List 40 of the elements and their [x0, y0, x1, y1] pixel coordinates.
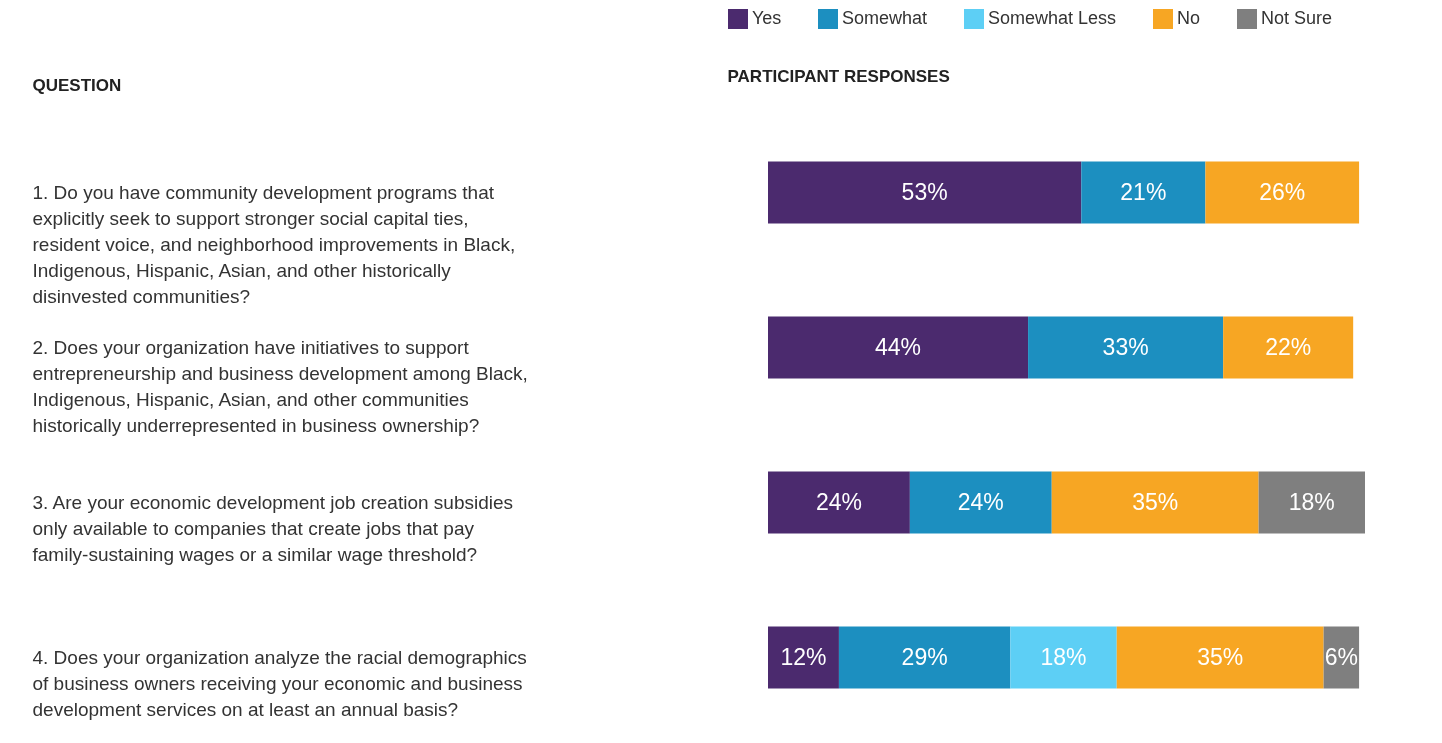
y-tick-label: 4. Does your organization analyze the racial demographics of business owners receiving your economic and business development services on at least an annual basis?: [32, 646, 527, 720]
data-label: 44%: [875, 333, 922, 360]
data-label: 21%: [1120, 178, 1167, 205]
bar: [1223, 316, 1354, 379]
x-axis-title: PARTICIPANT RESPONSES: [727, 66, 950, 86]
y-tick-label: 2. Does your organization have initiatives to support entrepreneurship and business development among Black, Indigenous, Hispanic, Asian, and other communities historically underrepresented in business ownership?: [32, 336, 528, 436]
bar: [1028, 316, 1224, 379]
bar: [909, 471, 1052, 534]
bar: [768, 161, 1082, 224]
bar: [768, 626, 839, 689]
data-label: 18%: [1288, 488, 1335, 515]
data-label: 35%: [1197, 643, 1244, 670]
bar: [838, 626, 1011, 689]
data-label: 18%: [1040, 643, 1087, 670]
legend-label: Somewhat Less: [988, 8, 1117, 28]
bar: [768, 316, 1029, 379]
bar: [1205, 161, 1360, 224]
bar: [768, 471, 910, 534]
bar: [1116, 626, 1324, 689]
y-axis-title: QUESTION: [32, 75, 122, 95]
data-label: 24%: [815, 488, 862, 515]
data-label: 22%: [1265, 333, 1312, 360]
bar: [1258, 471, 1365, 534]
data-label: 26%: [1259, 178, 1306, 205]
data-label: 53%: [901, 178, 948, 205]
bar: [1010, 626, 1117, 689]
legend-label: Somewhat: [842, 8, 928, 28]
legend-label: Not Sure: [1261, 8, 1333, 28]
y-tick-label: 3. Are your economic development job creation subsidies only available to companies that create jobs that pay family-sustaining wages or a similar wage threshold?: [32, 491, 514, 565]
bar: [1051, 471, 1259, 534]
data-label: 29%: [901, 643, 948, 670]
legend-label: No: [1177, 8, 1201, 28]
legend-label: Yes: [752, 8, 782, 28]
y-tick-label: 1. Do you have community development programs that explicitly seek to support stronger social capital ties, resident voice, and neighborhood improvements in Black, Indigenous, Hispanic, Asian, and other historically disinvested communities?: [32, 181, 516, 307]
data-label: 12%: [780, 643, 827, 670]
data-label: 24%: [957, 488, 1004, 515]
bar: [1081, 161, 1206, 224]
data-label: 6%: [1324, 643, 1358, 670]
data-label: 35%: [1132, 488, 1179, 515]
data-label: 33%: [1102, 333, 1149, 360]
